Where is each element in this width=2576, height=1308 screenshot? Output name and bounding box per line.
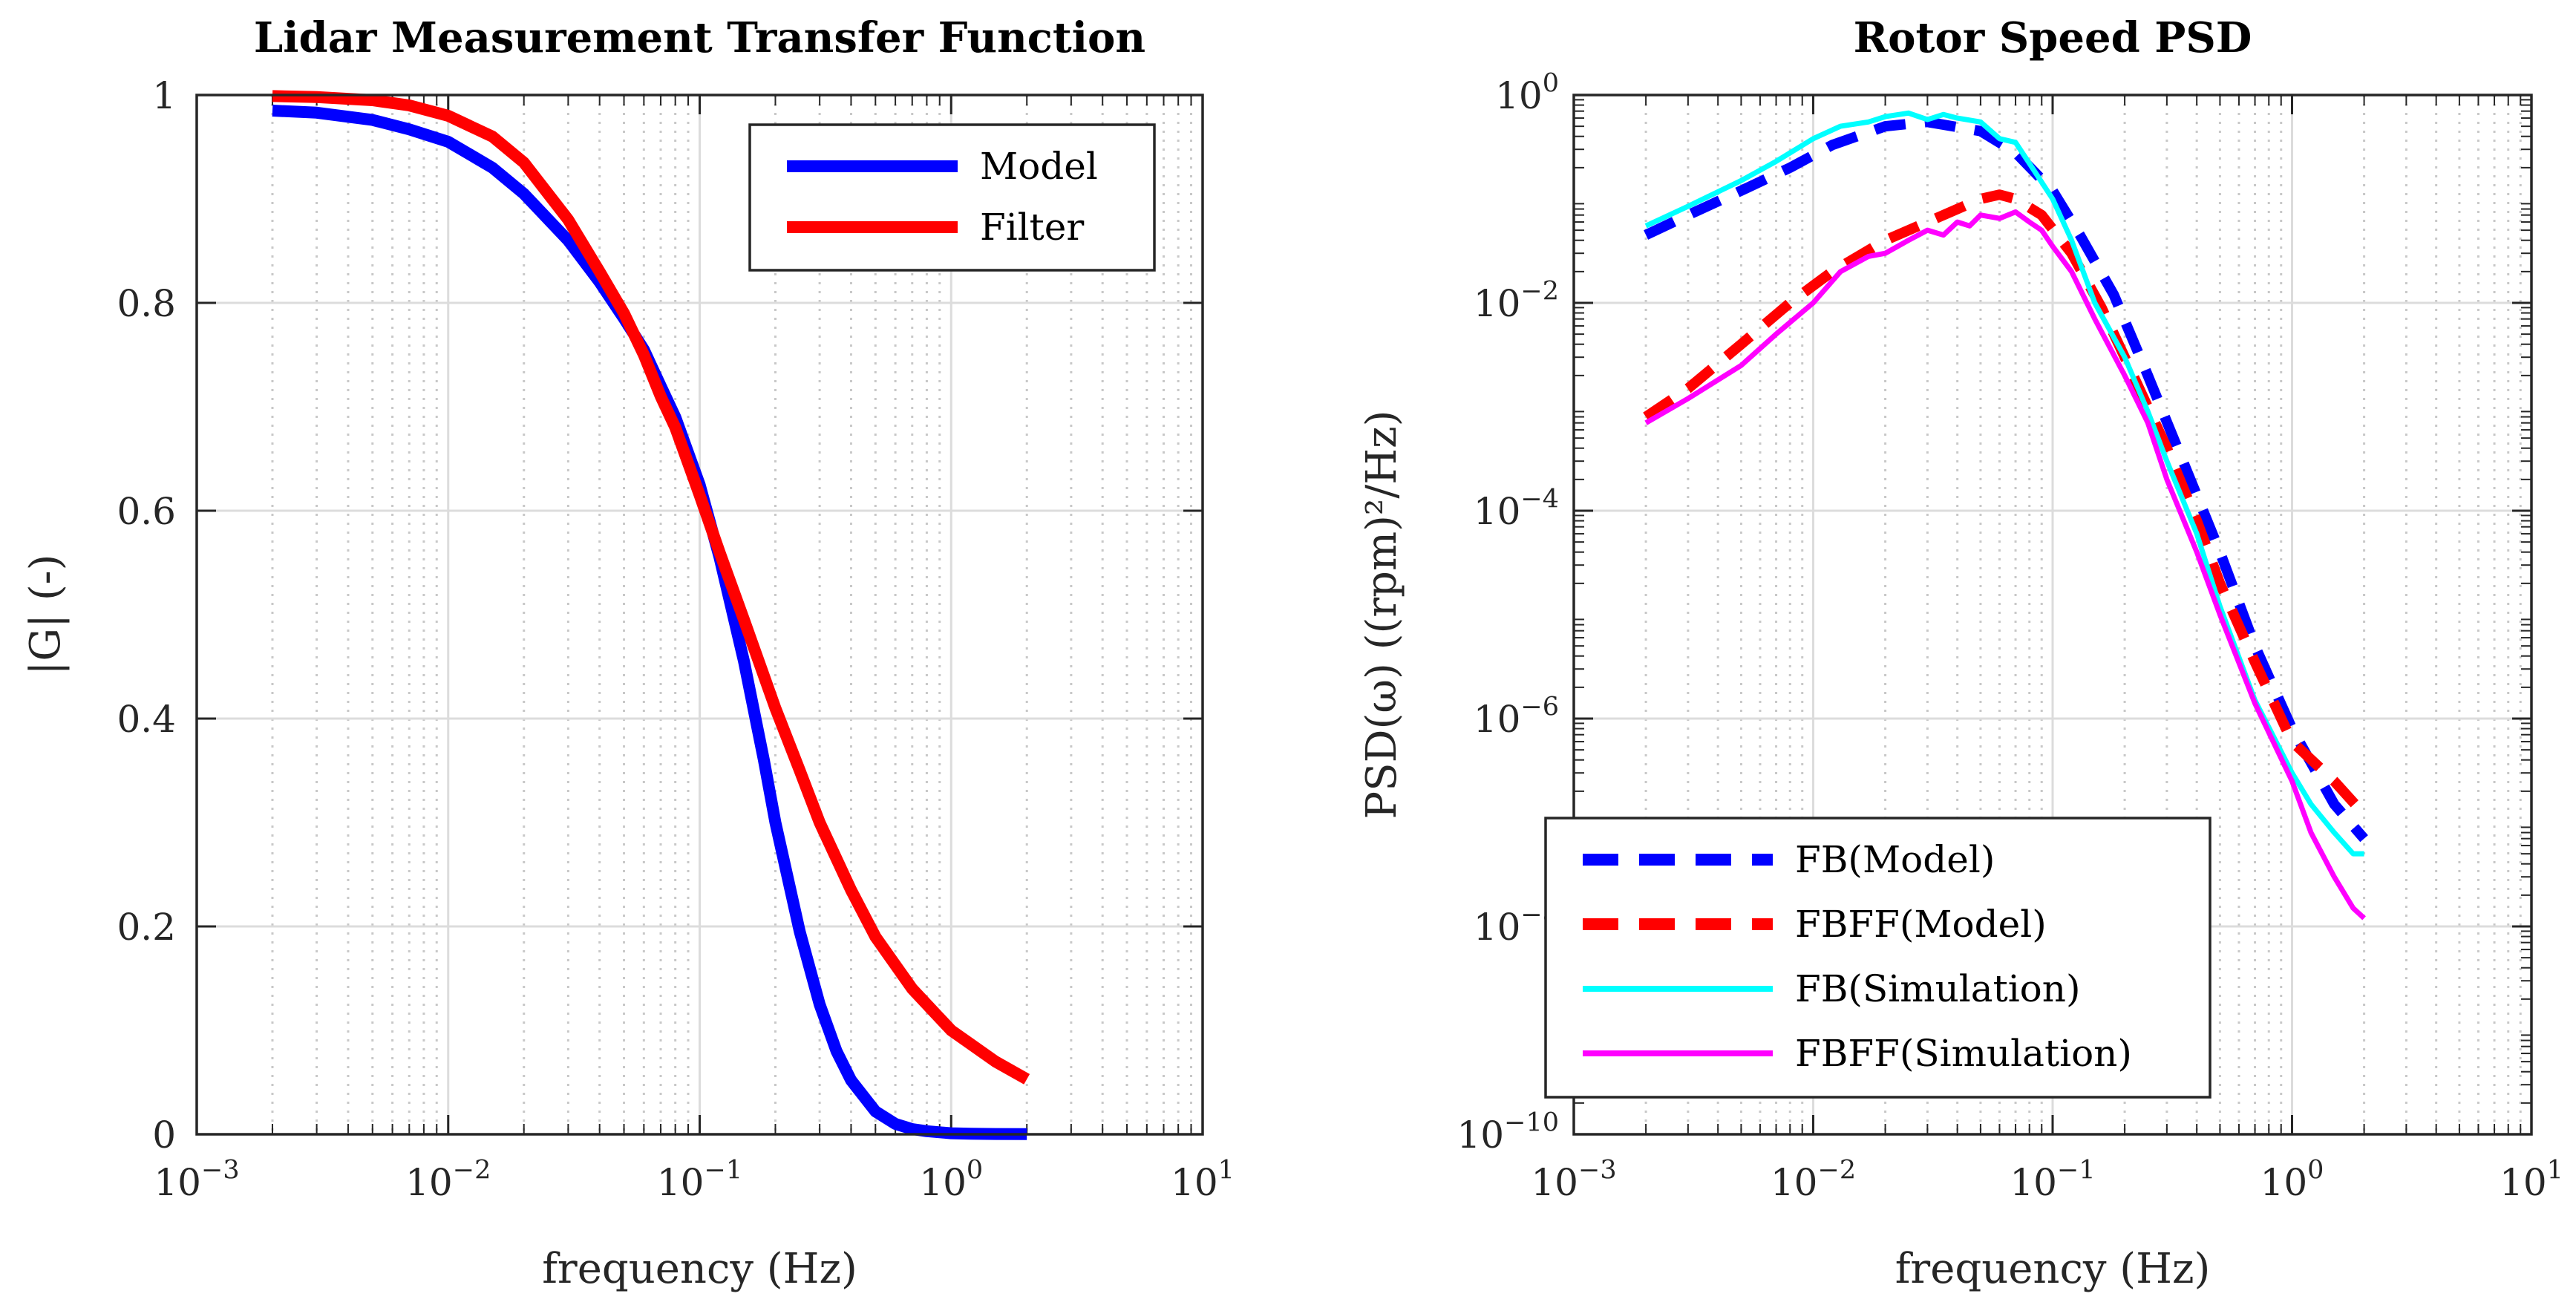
x-tick-label-base: 10 — [405, 1161, 453, 1204]
x-tick-label: 10−2 — [405, 1156, 491, 1205]
y-tick-label: 10−2 — [1474, 277, 1559, 326]
x-tick-label-exp: 0 — [2307, 1156, 2324, 1186]
legend: FB(Model) FBFF(Model) FB(Simulation) FBFF(S… — [1544, 817, 2211, 1099]
series-group — [272, 90, 1030, 1140]
axes-box — [1572, 94, 2533, 1136]
legend-label: FB(Model) — [1795, 838, 1995, 881]
x-tick-label-exp: −3 — [201, 1156, 240, 1186]
y-tick-label: 10−10 — [1457, 1108, 1560, 1157]
x-tick-label-exp: 0 — [967, 1156, 983, 1186]
y-tick-label: 0 — [152, 1114, 176, 1157]
series-line-fb-model — [1644, 117, 2368, 843]
x-tick-label-base: 10 — [1531, 1161, 1578, 1204]
y-tick-label: 1 — [152, 74, 176, 117]
y-tick-label-exp: 0 — [1543, 69, 1559, 99]
x-tick-label: 10−3 — [154, 1156, 239, 1205]
y-tick-label-base: 10 — [1495, 74, 1543, 117]
y-tick-label-base: 10 — [1474, 490, 1521, 533]
y-tick-label: 0.8 — [117, 282, 176, 325]
chart-panel-2: 10−3 10−2 10−1 100 10110−1010−810−610−410−21… — [1358, 13, 2563, 1293]
x-axis-label: frequency (Hz) — [542, 1245, 857, 1293]
x-tick-label-base: 10 — [2500, 1161, 2547, 1204]
series-line-fbff-model — [1643, 189, 2368, 818]
y-tick-label-exp: −6 — [1520, 693, 1559, 722]
y-tick-label: 10−8 — [1474, 900, 1559, 949]
legend-label: Model — [980, 145, 1098, 188]
legend-label: Filter — [980, 206, 1084, 249]
y-tick-label-base: 10 — [1474, 282, 1521, 325]
x-tick-label: 101 — [2500, 1156, 2563, 1205]
x-tick-label-exp: −3 — [1578, 1156, 1617, 1186]
y-axis-label: |G| (-) — [22, 555, 70, 676]
y-tick-label-base: 10 — [1474, 906, 1521, 949]
y-tick-label-base: 10 — [1457, 1114, 1505, 1157]
x-tick-label-base: 10 — [657, 1161, 705, 1204]
grid-lines — [195, 94, 1204, 1136]
x-tick-label: 100 — [919, 1156, 983, 1205]
x-tick-label-base: 10 — [2010, 1161, 2057, 1204]
x-tick-label-exp: −1 — [705, 1156, 743, 1186]
chart-title: Lidar Measurement Transfer Function — [254, 13, 1145, 62]
y-axis-label: PSD(ω) ((rpm)²/Hz) — [1358, 411, 1406, 820]
y-tick-label: 100 — [1495, 69, 1559, 118]
series-line-fbff-simulation — [1644, 209, 2366, 920]
x-tick-label-base: 10 — [1171, 1161, 1218, 1204]
x-tick-label: 100 — [2260, 1156, 2324, 1205]
x-tick-label-exp: 1 — [2547, 1156, 2563, 1186]
x-tick-label: 10−1 — [657, 1156, 742, 1205]
chart-title: Rotor Speed PSD — [1854, 13, 2252, 62]
y-tick-label: 0.6 — [117, 490, 176, 533]
x-tick-label: 10−3 — [1531, 1156, 1616, 1205]
x-axis-label: frequency (Hz) — [1895, 1245, 2211, 1293]
y-tick-label-exp: −10 — [1504, 1108, 1559, 1138]
y-tick-label: 10−6 — [1474, 693, 1559, 742]
legend-label: FBFF(Simulation) — [1795, 1032, 2132, 1075]
y-tick-label-exp: −4 — [1520, 485, 1559, 514]
x-tick-label-base: 10 — [919, 1161, 967, 1204]
legend-label: FBFF(Model) — [1795, 903, 2047, 946]
x-tick-label-base: 10 — [1771, 1161, 1818, 1204]
x-tick-label-base: 10 — [2260, 1161, 2308, 1204]
x-tick-label: 10−2 — [1771, 1156, 1856, 1205]
y-tick-label: 0.4 — [117, 698, 176, 741]
legend-box — [748, 123, 1156, 272]
series-line-filter — [272, 90, 1030, 1085]
legend-label: FB(Simulation) — [1795, 967, 2081, 1010]
y-tick-label-base: 10 — [1474, 698, 1521, 741]
x-tick-label-exp: −2 — [1818, 1156, 1857, 1186]
x-tick-label-base: 10 — [154, 1161, 201, 1204]
x-tick-label: 10−1 — [2010, 1156, 2095, 1205]
y-tick-label: 0.2 — [117, 906, 176, 949]
y-tick-label: 10−4 — [1474, 485, 1559, 534]
series-line-model — [272, 105, 1027, 1140]
x-tick-label-exp: −2 — [453, 1156, 491, 1186]
y-tick-label-exp: −2 — [1520, 277, 1559, 307]
legend: Model Filter — [748, 123, 1156, 272]
axes-box — [195, 94, 1204, 1136]
x-tick-label-exp: −1 — [2057, 1156, 2096, 1186]
x-tick-label: 101 — [1171, 1156, 1235, 1205]
x-tick-label-exp: 1 — [1218, 1156, 1235, 1186]
series-group — [1643, 110, 2368, 920]
